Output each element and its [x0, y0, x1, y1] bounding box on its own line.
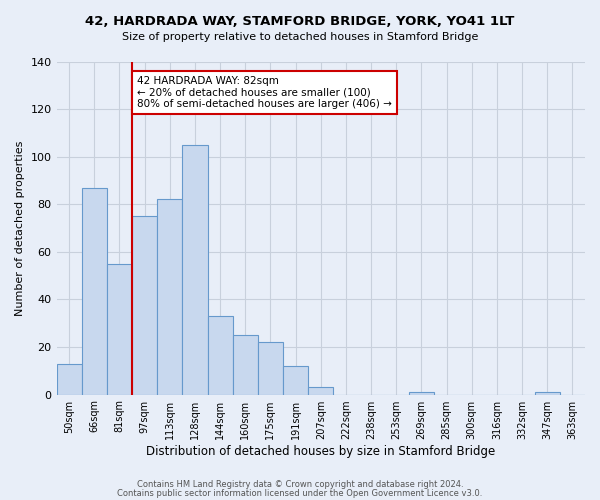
Bar	[82, 188, 107, 394]
X-axis label: Distribution of detached houses by size in Stamford Bridge: Distribution of detached houses by size …	[146, 444, 496, 458]
Bar	[409, 392, 434, 394]
Bar	[208, 316, 233, 394]
Text: 42, HARDRADA WAY, STAMFORD BRIDGE, YORK, YO41 1LT: 42, HARDRADA WAY, STAMFORD BRIDGE, YORK,…	[85, 15, 515, 28]
Bar	[258, 342, 283, 394]
Bar	[308, 388, 334, 394]
Bar	[157, 200, 182, 394]
Text: Size of property relative to detached houses in Stamford Bridge: Size of property relative to detached ho…	[122, 32, 478, 42]
Text: 42 HARDRADA WAY: 82sqm
← 20% of detached houses are smaller (100)
80% of semi-de: 42 HARDRADA WAY: 82sqm ← 20% of detached…	[137, 76, 392, 109]
Y-axis label: Number of detached properties: Number of detached properties	[15, 140, 25, 316]
Bar	[132, 216, 157, 394]
Text: Contains public sector information licensed under the Open Government Licence v3: Contains public sector information licen…	[118, 488, 482, 498]
Bar	[233, 335, 258, 394]
Text: Contains HM Land Registry data © Crown copyright and database right 2024.: Contains HM Land Registry data © Crown c…	[137, 480, 463, 489]
Bar	[56, 364, 82, 394]
Bar	[182, 145, 208, 394]
Bar	[283, 366, 308, 394]
Bar	[535, 392, 560, 394]
Bar	[107, 264, 132, 394]
